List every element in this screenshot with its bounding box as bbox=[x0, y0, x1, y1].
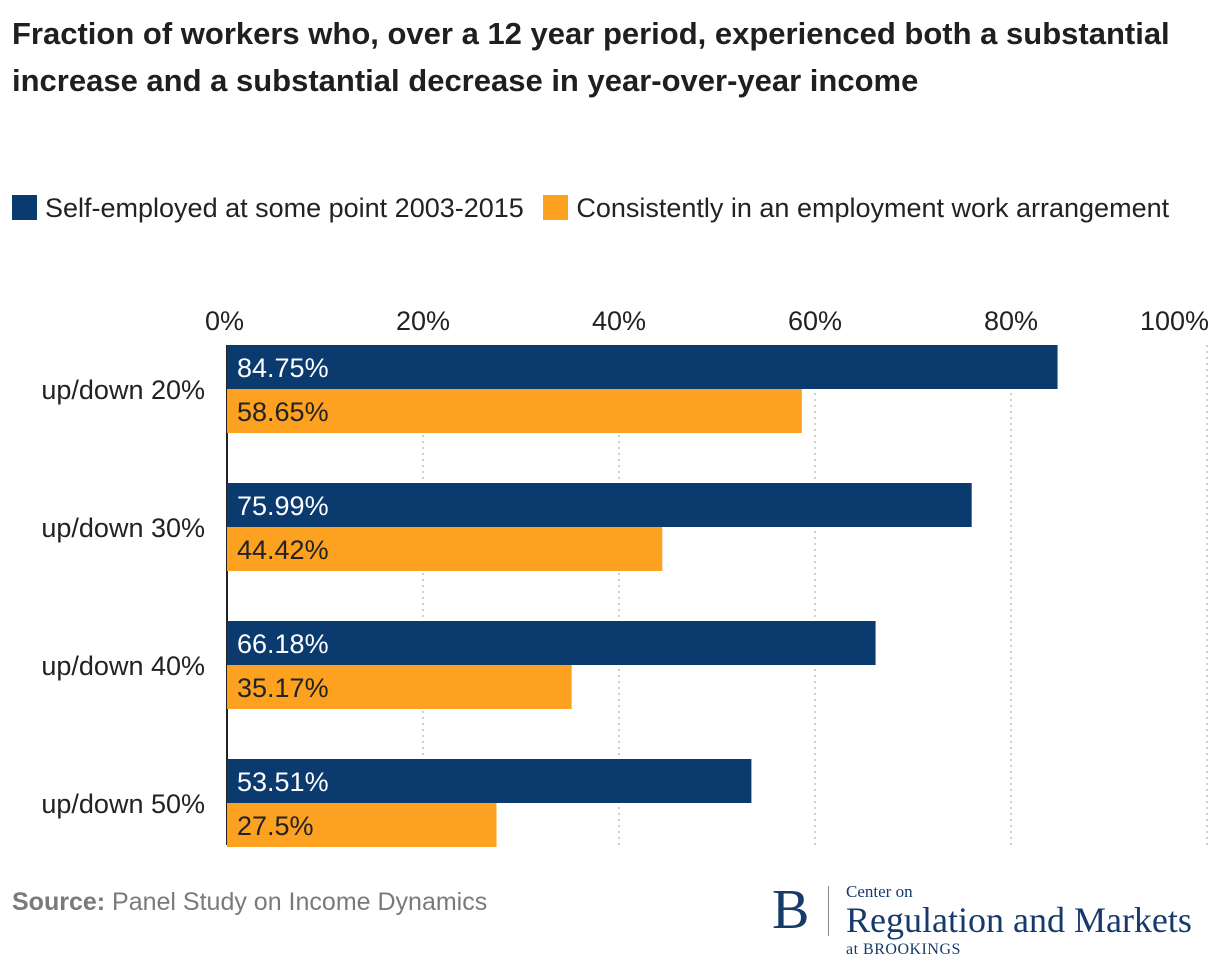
bar-up-down-50-series-1 bbox=[227, 759, 752, 803]
logo-line-3: at BROOKINGS bbox=[846, 941, 961, 958]
bar-up-down-20-series-2 bbox=[227, 389, 802, 433]
x-tick-label-100: 100% bbox=[1140, 306, 1209, 336]
bar-chart: 0% 20% 40% 60% 80% 100% 84.75% 58.65% up/down 20… bbox=[41, 306, 1209, 847]
category-label-up-down-20: up/down 20% bbox=[41, 375, 205, 405]
bar-label-up-down-30-series-1: 75.99% bbox=[237, 491, 329, 521]
legend-entry-self-employed: Self-employed at some point 2003-2015 bbox=[12, 193, 524, 223]
x-tick-label-60: 60% bbox=[788, 306, 842, 336]
bar-label-up-down-20-series-2: 58.65% bbox=[237, 397, 329, 427]
bar-label-up-down-50-series-1: 53.51% bbox=[237, 767, 329, 797]
bar-label-up-down-50-series-2: 27.5% bbox=[237, 811, 314, 841]
bar-label-up-down-40-series-2: 35.17% bbox=[237, 673, 329, 703]
bar-up-down-40-series-2 bbox=[227, 665, 572, 709]
source-text: Panel Study on Income Dynamics bbox=[112, 888, 488, 916]
category-label-up-down-50: up/down 50% bbox=[41, 789, 205, 819]
legend-label-employment: Consistently in an employment work arran… bbox=[576, 193, 1170, 223]
legend: Self-employed at some point 2003-2015 Co… bbox=[12, 186, 1208, 231]
source-note: Source: Panel Study on Income Dynamics bbox=[12, 888, 487, 917]
bar-up-down-30-series-2 bbox=[227, 527, 663, 571]
bar-up-down-30-series-1 bbox=[227, 483, 972, 527]
legend-swatch-self-employed bbox=[12, 195, 37, 220]
brookings-logo: B Center on Regulation and Markets at BR… bbox=[772, 878, 1212, 968]
bar-up-down-20-series-1 bbox=[227, 345, 1058, 389]
bar-up-down-40-series-1 bbox=[227, 621, 876, 665]
source-label: Source: bbox=[12, 888, 106, 916]
bar-label-up-down-20-series-1: 84.75% bbox=[237, 353, 329, 383]
legend-swatch-employment bbox=[543, 195, 569, 220]
legend-entry-employment: Consistently in an employment work arran… bbox=[543, 193, 1169, 223]
bar-label-up-down-40-series-1: 66.18% bbox=[237, 629, 329, 659]
bar-up-down-50-series-2 bbox=[227, 803, 497, 847]
logo-line-2: Regulation and Markets bbox=[846, 900, 1192, 940]
category-label-up-down-30: up/down 30% bbox=[41, 513, 205, 543]
chart-title: Fraction of workers who, over a 12 year … bbox=[12, 16, 1170, 98]
logo-divider bbox=[828, 886, 829, 936]
x-tick-label-20: 20% bbox=[396, 306, 450, 336]
x-tick-label-80: 80% bbox=[984, 306, 1038, 336]
x-tick-label-40: 40% bbox=[592, 306, 646, 336]
x-tick-label-0: 0% bbox=[205, 306, 244, 336]
legend-label-self-employed: Self-employed at some point 2003-2015 bbox=[45, 193, 524, 223]
logo-letter: B bbox=[772, 879, 810, 941]
logo-line-1: Center on bbox=[846, 882, 913, 901]
bar-label-up-down-30-series-2: 44.42% bbox=[237, 535, 329, 565]
category-label-up-down-40: up/down 40% bbox=[41, 651, 205, 681]
